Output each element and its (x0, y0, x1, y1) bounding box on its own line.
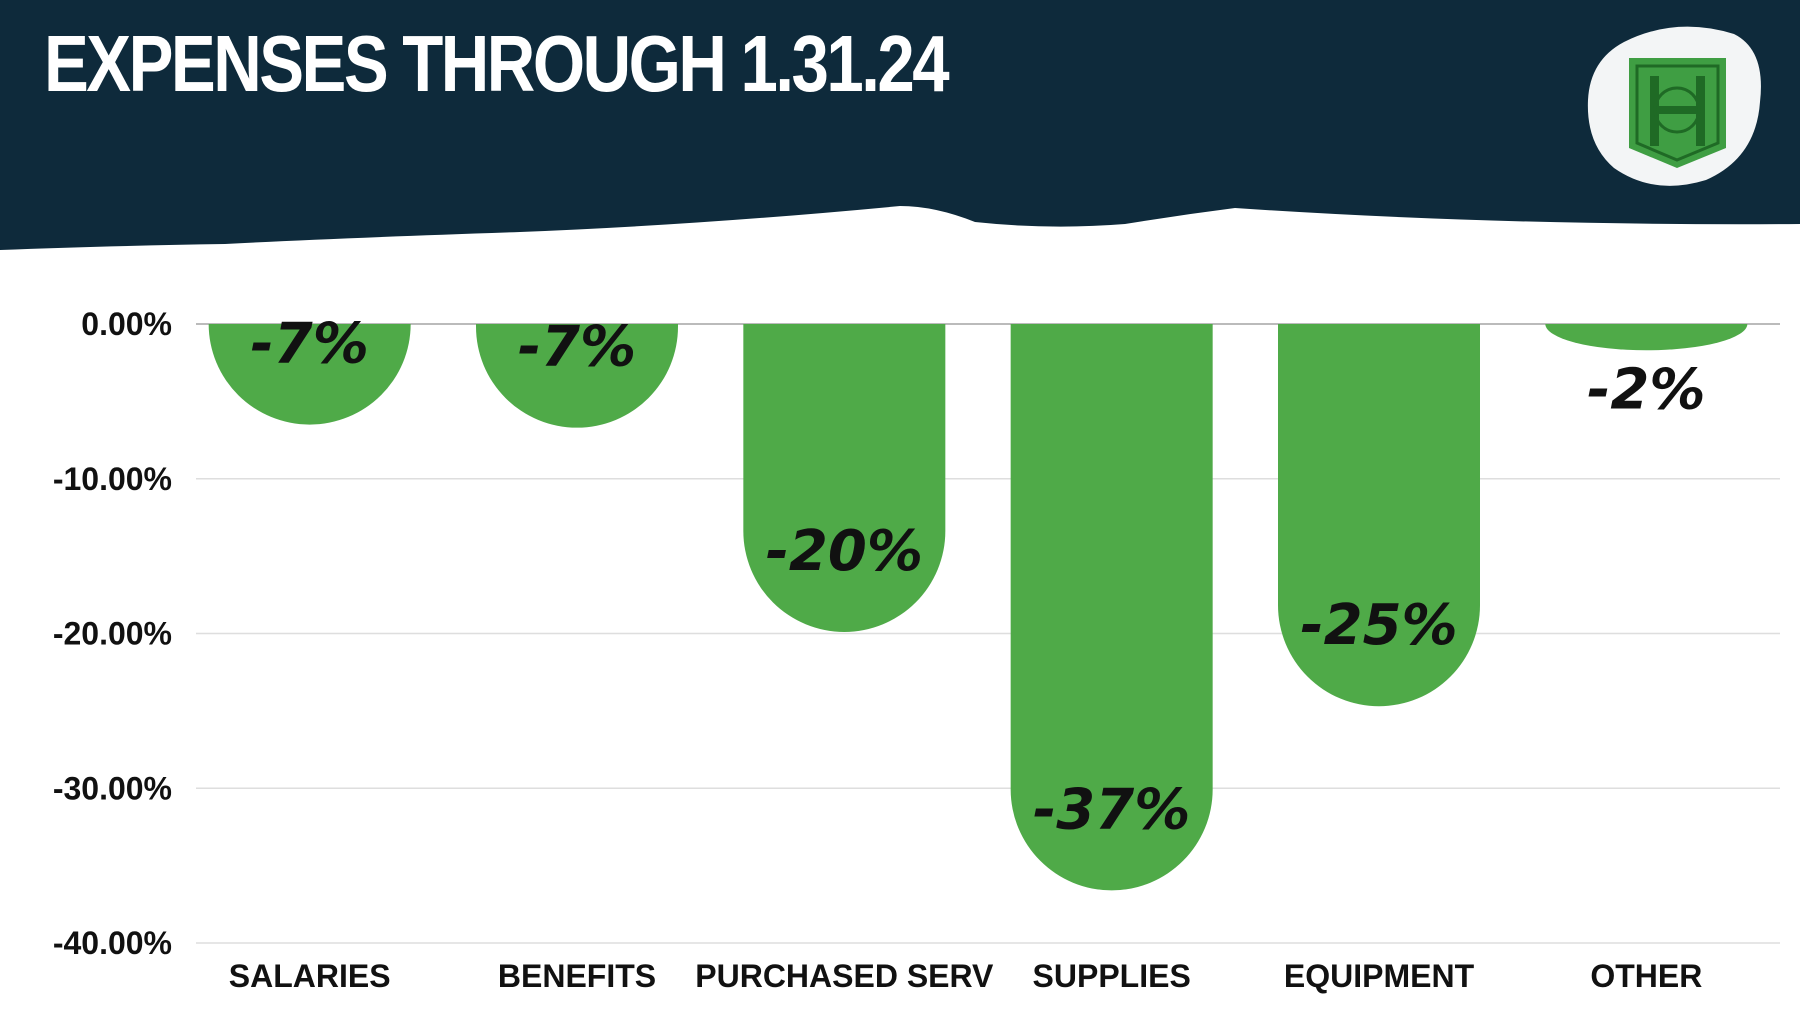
bar-equipment (1278, 324, 1480, 707)
data-label: -37% (1033, 777, 1190, 842)
data-label: -7% (518, 315, 636, 380)
page-title: EXPENSES THROUGH 1.31.24 (44, 19, 950, 108)
y-axis-ticks: 0.00% -10.00% -20.00% -30.00% -40.00% (53, 306, 172, 961)
category-label: SUPPLIES (1033, 958, 1191, 994)
category-label: BENEFITS (498, 958, 656, 994)
header-wave-shape (0, 0, 1800, 250)
data-labels: -7% -7% -20% -37% -25% -2% (251, 312, 1706, 843)
y-tick-label: 0.00% (81, 306, 172, 342)
bar-benefits (476, 324, 678, 428)
x-axis-categories: SALARIES BENEFITS PURCHASED SERV SUPPLIES EQ… (229, 958, 1703, 994)
bar-other (1545, 324, 1748, 351)
logo-badge (1587, 26, 1761, 186)
category-label: EQUIPMENT (1284, 958, 1475, 994)
shield-h-logo-icon (1629, 58, 1726, 168)
header-band (0, 0, 1800, 250)
bar-purchased-serv (743, 324, 946, 632)
y-tick-label: -20.00% (53, 616, 172, 652)
y-tick-label: -30.00% (53, 770, 172, 806)
data-label: -20% (766, 519, 923, 584)
y-tick-label: -40.00% (53, 925, 172, 961)
data-label: -25% (1300, 593, 1457, 658)
category-label: PURCHASED SERV (695, 958, 994, 994)
category-label: OTHER (1590, 958, 1702, 994)
data-label: -7% (251, 312, 369, 377)
bar-supplies (1010, 324, 1213, 891)
data-label: -2% (1587, 357, 1705, 422)
category-label: SALARIES (229, 958, 391, 994)
bar-salaries (208, 324, 411, 425)
gridlines (196, 323, 1780, 944)
y-tick-label: -10.00% (53, 461, 172, 497)
bars (208, 324, 1748, 891)
